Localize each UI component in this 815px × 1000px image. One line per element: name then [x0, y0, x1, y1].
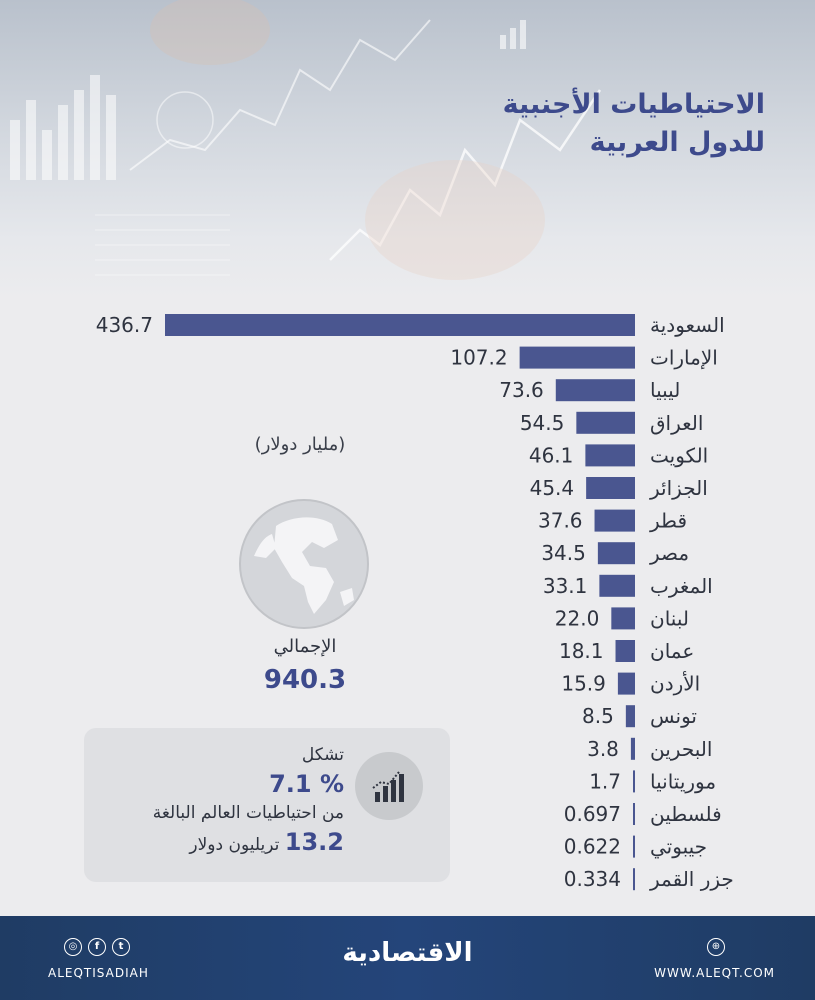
value-label-11: 15.9 — [561, 672, 606, 696]
twitter-icon[interactable]: t — [112, 938, 130, 956]
category-label-6: قطر — [649, 509, 687, 533]
value-label-7: 34.5 — [541, 541, 586, 565]
globe-icon — [239, 499, 369, 629]
chart-title: الاحتياطيات الأجنبية للدول العربية — [425, 86, 765, 162]
bar-14 — [633, 770, 635, 793]
category-label-8: المغرب — [650, 574, 713, 598]
category-label-1: الإمارات — [650, 346, 718, 370]
instagram-icon[interactable]: ◎ — [64, 938, 82, 956]
value-label-9: 22.0 — [555, 606, 600, 630]
category-label-11: الأردن — [650, 672, 700, 696]
value-label-15: 0.697 — [564, 802, 621, 826]
category-label-3: العراق — [650, 411, 703, 435]
value-label-14: 1.7 — [589, 769, 621, 793]
category-label-16: جيبوتي — [650, 835, 707, 860]
category-label-17: جزر القمر — [649, 867, 734, 891]
world-reserves-unit: تريليون دولار — [189, 835, 280, 855]
bar-17 — [633, 868, 635, 891]
bar-7 — [597, 542, 635, 565]
hero-background — [0, 0, 815, 300]
category-label-13: البحرين — [650, 737, 712, 761]
category-label-2: ليبيا — [650, 378, 680, 402]
bar-chart: 436.7 السعودية 107.2 الإمارات 73.6 ليبيا 54.5 ا… — [96, 313, 734, 891]
category-label-0: السعودية — [650, 313, 725, 337]
category-label-4: الكويت — [650, 443, 708, 467]
world-reserves-value: 13.2 — [284, 828, 344, 856]
value-label-1: 107.2 — [450, 346, 507, 370]
total-label: الإجمالي — [273, 636, 337, 657]
bar-9 — [611, 607, 635, 630]
category-label-12: تونس — [650, 704, 697, 728]
bar-13 — [630, 737, 635, 760]
bar-11 — [617, 672, 635, 695]
value-label-5: 45.4 — [530, 476, 575, 500]
value-label-0: 436.7 — [96, 313, 153, 337]
category-label-10: عمان — [650, 639, 694, 663]
bar-1 — [519, 346, 635, 369]
value-label-6: 37.6 — [538, 509, 583, 533]
bar-16 — [633, 835, 635, 858]
brand-logo: الاقتصادية — [342, 938, 473, 968]
chart-growth-icon — [355, 752, 423, 820]
value-label-2: 73.6 — [499, 378, 544, 402]
world-share-text: تشكل % 7.1 من احتياطيات العالم البالغة 1… — [96, 742, 344, 861]
total-value: 940.3 — [263, 665, 347, 695]
unit-label: (مليار دولار) — [254, 434, 346, 455]
bar-6 — [594, 509, 635, 532]
bar-15 — [633, 803, 635, 825]
facebook-icon[interactable]: f — [88, 938, 106, 956]
footer: ◎ f t ALEQTISADIAH الاقتصادية ⊕ WWW.ALEQ… — [0, 916, 815, 1000]
social-links: ◎ f t — [64, 938, 130, 956]
value-label-16: 0.622 — [564, 835, 621, 859]
bar-3 — [576, 411, 635, 434]
finance-background-image — [10, 0, 602, 280]
website-link[interactable]: WWW.ALEQT.COM — [654, 966, 775, 980]
value-label-12: 8.5 — [582, 704, 614, 728]
bar-8 — [599, 574, 635, 597]
bar-12 — [625, 705, 635, 728]
value-label-8: 33.1 — [543, 574, 588, 598]
category-label-5: الجزائر — [649, 476, 708, 500]
category-label-14: موريتانيا — [650, 769, 716, 793]
share-description: من احتياطيات العالم البالغة — [152, 803, 344, 823]
bar-2 — [555, 379, 635, 402]
share-intro: تشكل — [301, 745, 344, 765]
value-label-13: 3.8 — [587, 737, 619, 761]
category-label-15: فلسطين — [650, 802, 722, 826]
world-reserves: 13.2 تريليون دولار — [96, 826, 344, 861]
bar-5 — [586, 477, 635, 499]
value-label-17: 0.334 — [564, 867, 621, 891]
share-percent: % 7.1 — [269, 770, 344, 798]
category-label-9: لبنان — [650, 606, 689, 630]
value-label-10: 18.1 — [559, 639, 604, 663]
category-label-7: مصر — [649, 541, 689, 565]
value-label-4: 46.1 — [529, 443, 574, 467]
title-line-1: الاحتياطيات الأجنبية — [502, 89, 765, 120]
bar-4 — [585, 444, 635, 467]
value-label-3: 54.5 — [520, 411, 565, 435]
bar-10 — [615, 640, 635, 662]
title-line-2: للدول العربية — [589, 127, 765, 158]
social-handle: ALEQTISADIAH — [48, 966, 149, 980]
dribbble-icon[interactable]: ⊕ — [707, 938, 725, 956]
bar-0 — [165, 314, 635, 336]
